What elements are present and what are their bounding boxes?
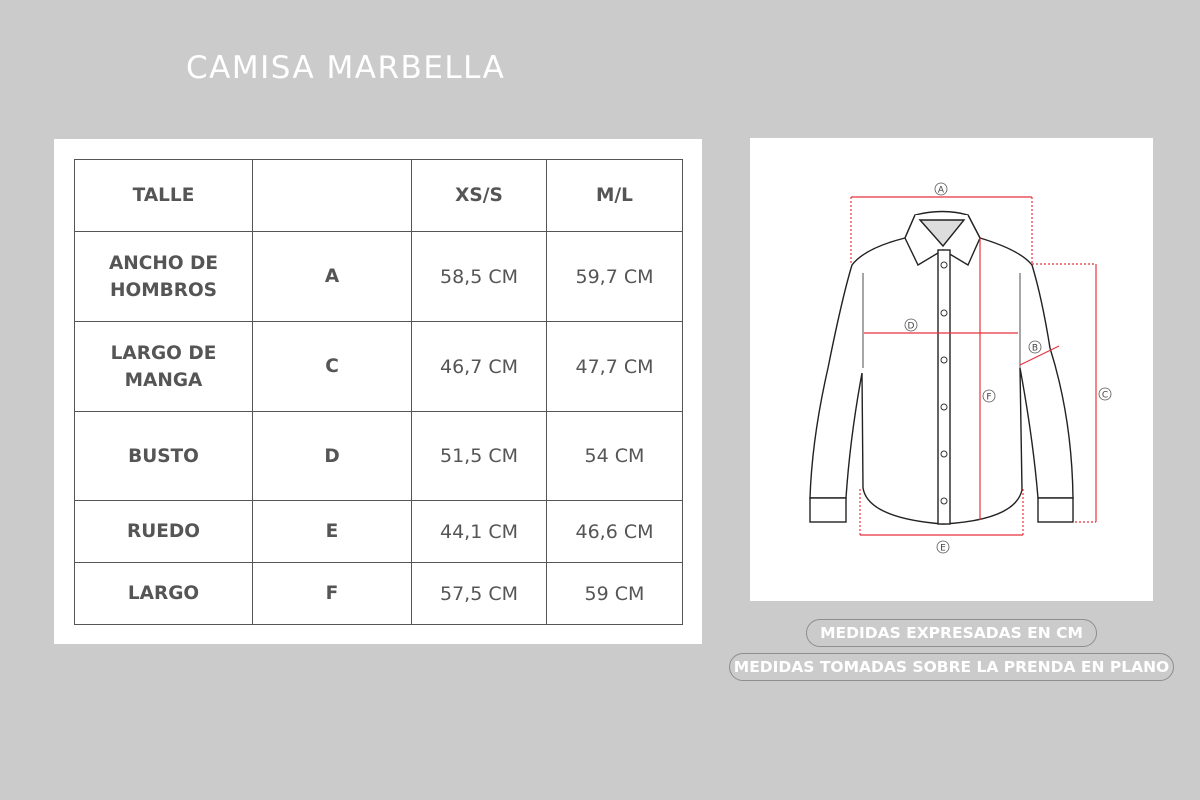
buttons [940,261,948,505]
row-label: LARGO [74,562,253,625]
note-flat-measurement: MEDIDAS TOMADAS SOBRE LA PRENDA EN PLANO [729,653,1174,681]
label-a: A [938,186,945,196]
header-talle: TALLE [74,159,253,232]
table-row: ANCHO DE HOMBROS A 58,5 CM 59,7 CM [74,231,683,322]
row-label: ANCHO DE HOMBROS [74,231,253,322]
label-e: E [940,544,946,554]
row-xs-s: 57,5 CM [411,562,547,625]
row-code: F [252,562,412,625]
row-label: RUEDO [74,500,253,563]
label-c: C [1102,391,1108,401]
row-xs-s: 46,7 CM [411,321,547,412]
shirt-diagram: A B C D E F [809,182,1112,554]
size-table-card: TALLE XS/S M/L ANCHO DE HOMBROS A 58,5 C… [54,139,702,644]
measure-lines [850,196,1097,536]
page-title: CAMISA MARBELLA [186,50,506,86]
row-m-l: 59,7 CM [546,231,683,322]
row-code: A [252,231,412,322]
row-xs-s: 58,5 CM [411,231,547,322]
header-xs-s: XS/S [411,159,547,232]
row-m-l: 54 CM [546,411,683,501]
row-xs-s: 44,1 CM [411,500,547,563]
row-m-l: 46,6 CM [546,500,683,563]
shirt-diagram-card: A B C D E F [750,138,1153,601]
label-b: B [1032,344,1038,354]
row-code: C [252,321,412,412]
shirt-outline [809,210,1074,525]
header-m-l: M/L [546,159,683,232]
row-xs-s: 51,5 CM [411,411,547,501]
size-table: TALLE XS/S M/L ANCHO DE HOMBROS A 58,5 C… [74,159,683,625]
row-m-l: 59 CM [546,562,683,625]
row-label: BUSTO [74,411,253,501]
row-code: D [252,411,412,501]
row-m-l: 47,7 CM [546,321,683,412]
header-code [252,159,412,232]
table-row: BUSTO D 51,5 CM 54 CM [74,411,683,501]
label-f: F [986,393,991,403]
table-row: LARGO F 57,5 CM 59 CM [74,562,683,625]
table-row: RUEDO E 44,1 CM 46,6 CM [74,500,683,563]
label-d: D [908,322,915,332]
row-code: E [252,500,412,563]
row-label: LARGO DE MANGA [74,321,253,412]
note-units: MEDIDAS EXPRESADAS EN CM [806,619,1097,647]
measure-labels [904,182,1112,554]
table-header-row: TALLE XS/S M/L [74,159,683,232]
table-row: LARGO DE MANGA C 46,7 CM 47,7 CM [74,321,683,412]
